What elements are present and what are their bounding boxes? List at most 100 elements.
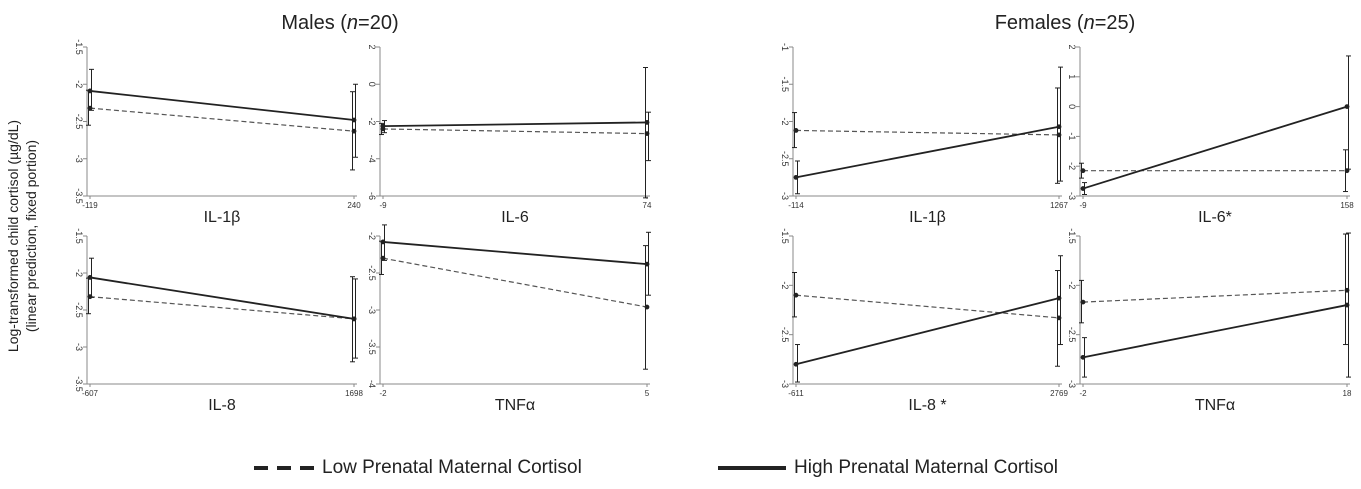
panel-3-y-tick-label: -3 bbox=[74, 343, 84, 351]
panel-5-x-tick-label: 1267 bbox=[1050, 201, 1068, 210]
panel-6-y-tick-label: 2 bbox=[1067, 44, 1077, 49]
panel-8-x-tick-label: 18 bbox=[1343, 389, 1352, 398]
panel-2-y-tick-label: -4 bbox=[367, 155, 377, 163]
panel-7-high-series-line bbox=[795, 297, 1060, 366]
panel-5: -3 -2.5 -2 -1.5 -1 -114 1267 IL-1β bbox=[780, 43, 1068, 226]
panel-6-y-tick-label: -3 bbox=[1067, 192, 1077, 200]
panel-1-low-series-line bbox=[89, 107, 355, 132]
panel-1-y-tick-label: -2 bbox=[74, 80, 84, 88]
panel-2-y-tick-label: -2 bbox=[367, 117, 377, 125]
panel-5-low-series-point bbox=[793, 128, 799, 133]
panel-6-x-tick-label: -9 bbox=[1079, 201, 1087, 210]
panel-4-high-series-point bbox=[380, 239, 386, 245]
panel-5-title: IL-1β bbox=[909, 209, 946, 226]
panel-6-y-tick-label: -1 bbox=[1067, 132, 1077, 140]
females-title-suffix: =25) bbox=[1094, 12, 1136, 34]
panel-8-y-tick-label: -2 bbox=[1067, 281, 1077, 289]
panel-6-y-tick-label: 1 bbox=[1067, 74, 1077, 79]
panel-1-high-series-point bbox=[87, 88, 93, 94]
panel-8-y-tick-label: -1.5 bbox=[1067, 228, 1077, 244]
panel-6-high-series-line bbox=[1082, 105, 1348, 190]
panel-6-low-series-point bbox=[1080, 168, 1086, 174]
panel-3-x-tick-label: -607 bbox=[82, 389, 99, 398]
panel-7-y-tick-label: -2 bbox=[780, 281, 790, 289]
panel-1-x-tick-label: -119 bbox=[82, 201, 98, 210]
panel-3: -3.5 -3 -2.5 -2 -1.5 -607 1698 IL-8 bbox=[74, 228, 363, 414]
panel-4-low-series-point bbox=[644, 304, 650, 310]
panel-4-y-tick-label: -3 bbox=[367, 306, 377, 314]
panel-5-y-tick-label: -3 bbox=[780, 192, 790, 200]
panel-2-title: IL-6 bbox=[501, 209, 529, 226]
panel-7-low-series-line bbox=[795, 294, 1060, 319]
panel-7: -3 -2.5 -2 -1.5 -611 2769 IL-8 * bbox=[780, 228, 1068, 414]
females-title-prefix: Females ( bbox=[994, 12, 1084, 34]
panel-3-low-series-line bbox=[89, 296, 355, 320]
panel-4-y-tick-label: -3.5 bbox=[367, 339, 377, 355]
panel-3-high-series-line bbox=[89, 276, 355, 320]
panel-4-high-series-line bbox=[382, 241, 648, 266]
legend-low: Low Prenatal Maternal Cortisol bbox=[252, 457, 582, 479]
panel-8-low-series-point bbox=[1080, 299, 1086, 305]
males-title-n: n bbox=[346, 12, 359, 34]
panel-1-high-series-point bbox=[351, 117, 357, 123]
panel-7-y-tick-label: -2.5 bbox=[780, 327, 790, 343]
panel-3-y-tick-label: -3.5 bbox=[74, 376, 84, 392]
panel-1-y-tick-label: -3.5 bbox=[74, 188, 84, 204]
panel-2: -6 -4 -2 0 2 -9 74 IL-6 bbox=[367, 44, 652, 226]
panel-7-y-tick-label: -3 bbox=[780, 380, 790, 388]
panel-5-y-tick-label: -1.5 bbox=[780, 76, 790, 92]
panel-1-high-series-line bbox=[89, 90, 355, 121]
panel-4-y-tick-label: -2.5 bbox=[367, 265, 377, 281]
panel-7-high-series-point bbox=[793, 361, 799, 367]
panel-4-title: TNFα bbox=[495, 397, 535, 414]
panel-4: -4 -3.5 -3 -2.5 -2 -2 5 TNFα bbox=[367, 224, 651, 414]
panel-5-x-tick-label: -114 bbox=[788, 201, 804, 210]
panel-1-y-tick-label: -2.5 bbox=[74, 114, 84, 130]
panel-6-y-tick-label: 0 bbox=[1067, 104, 1077, 109]
legend-dashed-line-icon bbox=[254, 466, 314, 470]
panel-8-low-series-line bbox=[1082, 289, 1348, 303]
panel-5-y-tick-label: -1 bbox=[780, 43, 790, 51]
panel-8-high-series-line bbox=[1082, 304, 1348, 359]
panel-2-x-tick-label: 74 bbox=[643, 201, 652, 210]
panel-7-low-series-point bbox=[793, 292, 799, 298]
females-group-title: Females (n=25) bbox=[945, 12, 1185, 35]
panel-3-title: IL-8 bbox=[208, 397, 236, 414]
panel-7-title: IL-8 * bbox=[908, 397, 946, 414]
panel-8-y-tick-label: -3 bbox=[1067, 380, 1077, 388]
panel-2-x-tick-label: -9 bbox=[379, 201, 387, 210]
panel-3-y-tick-label: -2.5 bbox=[74, 302, 84, 318]
panel-2-y-tick-label: 0 bbox=[367, 82, 377, 87]
panel-1-x-tick-label: 240 bbox=[347, 201, 361, 210]
panel-6-high-series-point bbox=[1080, 186, 1086, 191]
panel-7-y-tick-label: -1.5 bbox=[780, 228, 790, 244]
panel-3-high-series-point bbox=[351, 316, 357, 322]
panel-3-y-tick-label: -1.5 bbox=[74, 228, 84, 244]
legend-high-label: High Prenatal Maternal Cortisol bbox=[794, 457, 1059, 478]
panel-5-high-series-point bbox=[1056, 124, 1062, 130]
panel-2-low-series-line bbox=[382, 128, 648, 135]
legend-high: High Prenatal Maternal Cortisol bbox=[716, 457, 1058, 479]
panel-5-y-tick-label: -2 bbox=[780, 117, 790, 125]
panel-4-low-series-line bbox=[382, 257, 648, 308]
panel-1-y-tick-label: -1.5 bbox=[74, 39, 84, 55]
males-group-title: Males (n=20) bbox=[230, 12, 450, 35]
panel-3-x-tick-label: 1698 bbox=[345, 389, 363, 398]
males-title-prefix: Males ( bbox=[281, 12, 347, 34]
panel-5-y-tick-label: -2.5 bbox=[780, 151, 790, 167]
panel-8: -3 -2.5 -2 -1.5 -2 18 TNFα bbox=[1067, 228, 1352, 414]
panel-2-high-series-point bbox=[644, 120, 650, 125]
males-title-suffix: =20) bbox=[358, 12, 399, 34]
panel-1-title: IL-1β bbox=[204, 209, 241, 226]
panel-2-high-series-point bbox=[380, 123, 386, 129]
panel-8-y-tick-label: -2.5 bbox=[1067, 327, 1077, 343]
panel-6-title: IL-6* bbox=[1198, 209, 1232, 226]
panel-7-high-series-point bbox=[1056, 295, 1062, 301]
panel-1-y-tick-label: -3 bbox=[74, 155, 84, 163]
panel-4-x-tick-label: -2 bbox=[379, 389, 387, 398]
panel-6: -3 -2 -1 0 1 2 -9 158 IL-6* bbox=[1067, 44, 1354, 226]
panel-7-x-tick-label: -611 bbox=[788, 389, 804, 398]
panel-4-y-tick-label: -4 bbox=[367, 380, 377, 388]
